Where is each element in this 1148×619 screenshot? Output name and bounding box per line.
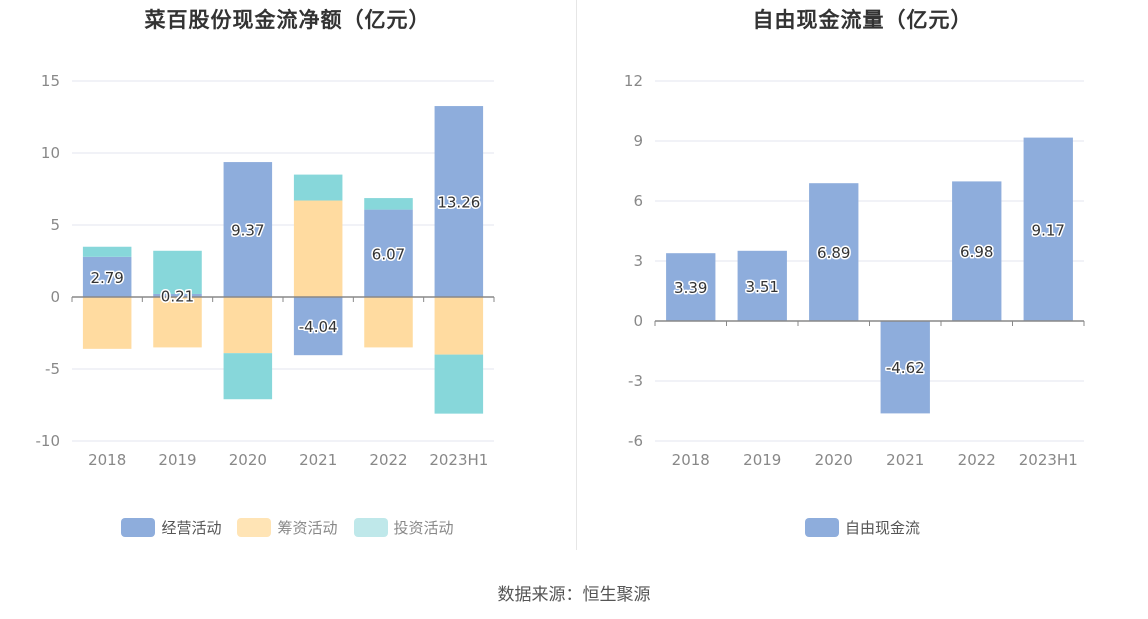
bar xyxy=(82,297,132,349)
data-label: -4.04 xyxy=(299,318,338,336)
legend-label: 投资活动 xyxy=(393,519,454,537)
y-tick-label: 3 xyxy=(633,252,643,270)
bar xyxy=(952,181,1002,321)
bar xyxy=(153,297,202,348)
bar xyxy=(737,250,787,321)
bar xyxy=(364,297,413,348)
y-tick-label: 0 xyxy=(633,312,643,330)
y-tick-label: 5 xyxy=(50,216,60,234)
cash-flow-chart: -10 -5 0 5 10 15 2018 2019 2020 2021 2022 2023H1 2.7… xyxy=(36,72,495,469)
data-label: 6.07 xyxy=(372,245,405,263)
bar xyxy=(293,200,343,297)
y-tick-label: 15 xyxy=(41,72,60,90)
data-label: 9.37 xyxy=(231,222,264,240)
x-tick-label: 2022 xyxy=(958,451,996,469)
chart-title: 菜百股份现金流净额（亿元） xyxy=(144,8,431,32)
legend-swatch xyxy=(353,518,388,537)
legend-label: 筹资活动 xyxy=(277,519,338,537)
x-tick-label: 2023H1 xyxy=(429,451,488,469)
panel-divider xyxy=(576,0,577,550)
y-tick-label: 10 xyxy=(41,144,60,162)
x-tick-label: 2019 xyxy=(158,451,196,469)
y-tick-label: 6 xyxy=(633,192,643,210)
legend-swatch xyxy=(804,518,839,537)
legend: 自由现金流 xyxy=(577,517,1148,538)
cash-flow-chart-panel: 菜百股份现金流净额（亿元） -10 -5 0 5 10 15 2018 2019 2020 202… xyxy=(0,0,575,560)
y-tick-label: -5 xyxy=(45,360,60,378)
data-label: 6.98 xyxy=(960,243,993,261)
data-label: 0.21 xyxy=(161,287,194,305)
y-tick-label: -6 xyxy=(628,432,643,450)
x-tick-label: 2019 xyxy=(743,451,781,469)
bar xyxy=(82,256,132,297)
legend-label: 经营活动 xyxy=(161,519,222,537)
data-label: 6.89 xyxy=(817,244,850,262)
legend: 经营活动 筹资活动 投资活动 xyxy=(0,517,575,538)
legend-item-financing[interactable]: 筹资活动 xyxy=(237,517,338,538)
x-tick-label: 2023H1 xyxy=(1019,451,1078,469)
bar xyxy=(223,297,273,354)
x-tick-label: 2020 xyxy=(815,451,853,469)
bar xyxy=(293,174,343,201)
legend-item-investing[interactable]: 投资活动 xyxy=(353,517,454,538)
free-cash-flow-chart: -6 -3 0 3 6 9 12 2018 2019 2020 2021 2022 2023H1 3.39… xyxy=(624,72,1085,469)
data-label: -4.62 xyxy=(886,359,925,377)
y-tick-label: 0 xyxy=(50,288,60,306)
chart-title: 自由现金流量（亿元） xyxy=(752,8,973,32)
data-label: 3.51 xyxy=(746,278,779,296)
legend-label: 自由现金流 xyxy=(844,519,920,537)
y-tick-label: -3 xyxy=(628,372,643,390)
x-tick-label: 2018 xyxy=(672,451,710,469)
bar xyxy=(364,198,413,210)
data-label: 9.17 xyxy=(1032,221,1065,239)
x-tick-label: 2021 xyxy=(886,451,924,469)
y-tick-label: -10 xyxy=(36,432,61,450)
bar xyxy=(364,209,413,297)
legend-swatch xyxy=(121,518,156,537)
legend-item-operating[interactable]: 经营活动 xyxy=(121,517,221,538)
legend-swatch xyxy=(237,518,272,537)
bar xyxy=(153,250,202,294)
y-tick-label: 12 xyxy=(624,72,643,90)
bar xyxy=(223,162,273,297)
x-tick-label: 2020 xyxy=(229,451,267,469)
bar xyxy=(880,321,930,414)
x-tick-label: 2021 xyxy=(299,451,337,469)
bar xyxy=(82,246,132,257)
bar xyxy=(153,293,202,297)
data-label: 2.79 xyxy=(90,269,123,287)
bar xyxy=(434,297,484,355)
x-tick-label: 2018 xyxy=(88,451,126,469)
data-label: 3.39 xyxy=(674,279,707,297)
bar xyxy=(293,297,343,356)
data-source: 数据来源：恒生聚源 xyxy=(497,585,651,605)
bar xyxy=(434,354,484,414)
y-tick-label: 9 xyxy=(633,132,643,150)
bar xyxy=(1023,137,1073,321)
bar xyxy=(809,183,859,321)
bar xyxy=(223,353,273,400)
data-label: 13.26 xyxy=(437,194,480,212)
bar xyxy=(434,106,484,297)
bar xyxy=(666,253,716,321)
legend-item-free-cash-flow[interactable]: 自由现金流 xyxy=(804,517,920,538)
free-cash-flow-chart-panel: 自由现金流量（亿元） -6 -3 0 3 6 9 12 2018 2019 2020 2021 202… xyxy=(577,0,1148,560)
x-tick-label: 2022 xyxy=(369,451,407,469)
